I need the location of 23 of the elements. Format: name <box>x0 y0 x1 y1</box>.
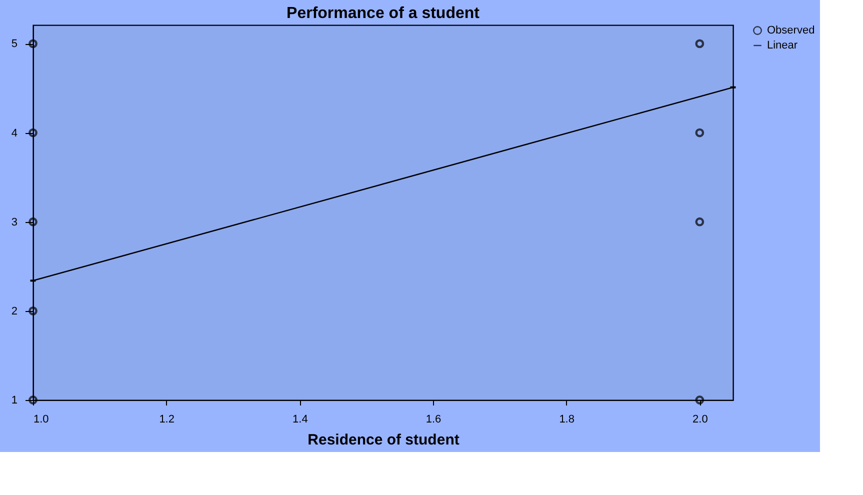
y-tick-label: 1 <box>11 394 18 406</box>
point <box>695 396 704 404</box>
point <box>695 128 704 138</box>
point <box>28 128 38 138</box>
y-tick-label: 5 <box>11 38 18 50</box>
y-tick-label: 2 <box>11 305 18 318</box>
x-axis-title: Residence of student <box>308 432 460 448</box>
y-tick-label: 4 <box>11 127 18 140</box>
point <box>28 217 38 226</box>
point <box>28 306 38 316</box>
x-tick-label: 1.2 <box>159 414 174 426</box>
x-tick-label: 2.0 <box>692 414 708 426</box>
chart-title: Performance of a student <box>286 5 480 22</box>
point <box>28 39 38 48</box>
x-tick-label: 1.8 <box>559 414 574 426</box>
point <box>695 39 704 48</box>
legend-label: Observed <box>767 24 815 36</box>
x-tick-label: 1.4 <box>292 414 308 426</box>
legend-label: Linear <box>767 40 798 52</box>
x-tick-label: 1.6 <box>426 414 442 426</box>
x-tick-label: 1.0 <box>34 414 49 426</box>
point <box>695 217 704 226</box>
y-tick-label: 3 <box>11 216 18 228</box>
